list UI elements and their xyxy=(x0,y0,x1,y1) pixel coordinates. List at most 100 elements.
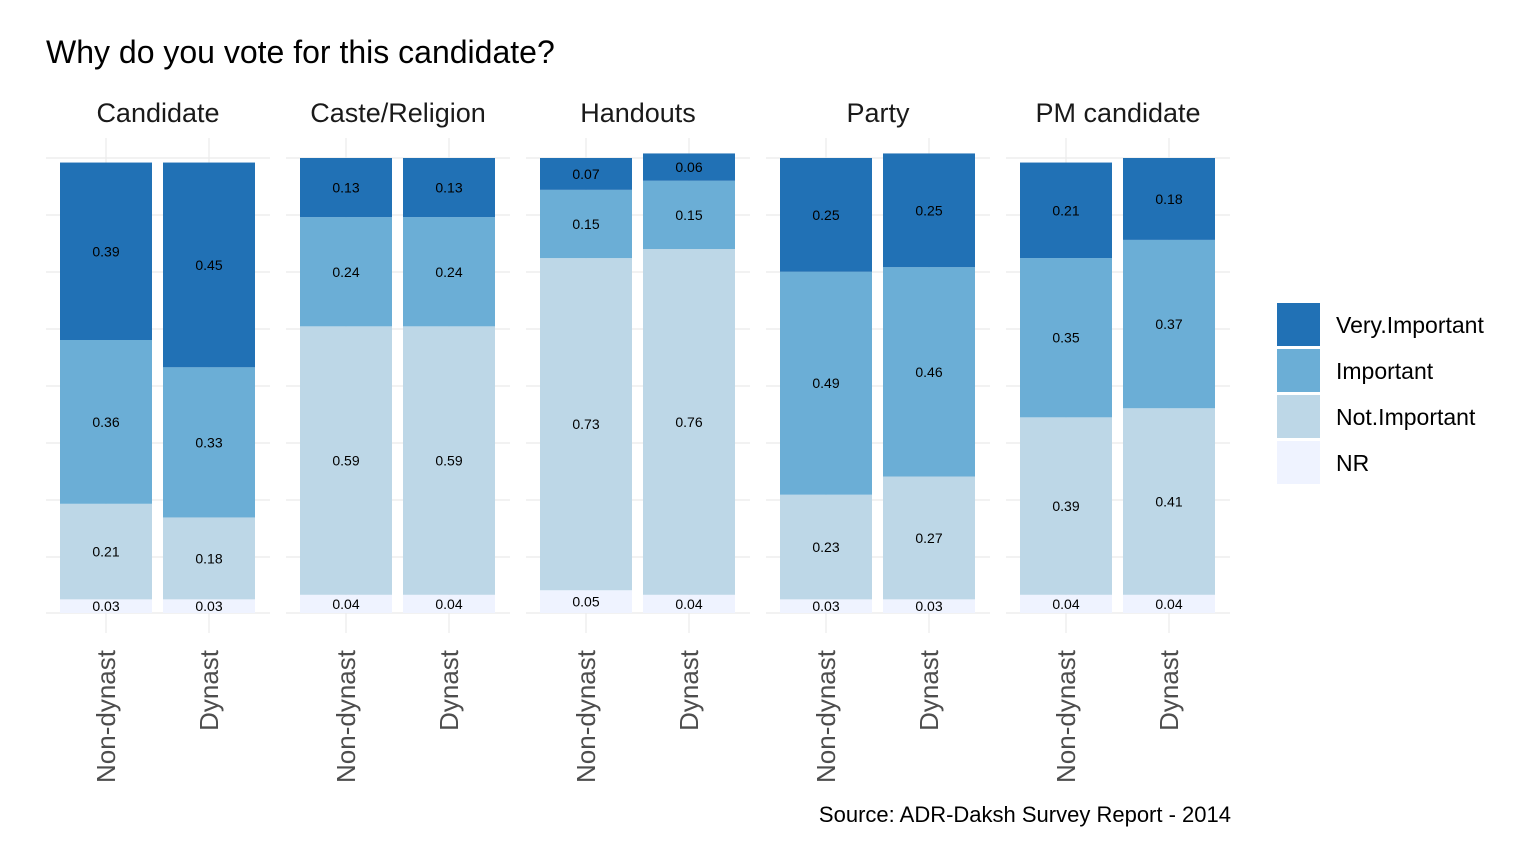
facet-label: Candidate xyxy=(96,98,219,128)
legend: Very.Important Important Not.Important NR xyxy=(1277,303,1484,484)
x-tick-label: Non-dynast xyxy=(571,649,601,783)
x-tick-label: Non-dynast xyxy=(331,649,361,783)
legend-item-important: Important xyxy=(1277,349,1434,392)
legend-item-nr: NR xyxy=(1277,441,1369,484)
legend-label: Very.Important xyxy=(1336,312,1484,338)
data-label: 0.06 xyxy=(675,159,702,175)
legend-label: Not.Important xyxy=(1336,404,1476,430)
bar-segment-not-important xyxy=(1020,417,1112,595)
facet-panel-candidate: Candidate 0.03 0.21 0.36 0.39 Non-dynast 0.03 0… xyxy=(46,98,270,783)
bar-segment-important xyxy=(780,271,872,495)
legend-item-not-important: Not.Important xyxy=(1277,395,1476,438)
data-label: 0.25 xyxy=(915,202,942,218)
facet-label: Handouts xyxy=(580,98,696,128)
x-tick-label: Non-dynast xyxy=(91,649,121,783)
facet-panel-handouts: Handouts 0.05 0.73 0.15 0.07 Non-dynast 0.04 0.… xyxy=(526,98,750,783)
bar-segment-very-important xyxy=(300,158,392,218)
data-label: 0.37 xyxy=(1155,316,1182,332)
bar-segment-important xyxy=(1020,258,1112,418)
bar-segment-important xyxy=(403,217,495,327)
facet-label: Party xyxy=(846,98,910,128)
bar-segment-not-important xyxy=(403,326,495,595)
chart-title: Why do you vote for this candidate? xyxy=(46,34,555,70)
bar-segment-nr xyxy=(300,594,392,613)
data-label: 0.13 xyxy=(435,180,462,196)
bar-segment-very-important xyxy=(1020,162,1112,259)
bar-segment-important xyxy=(883,267,975,477)
bar-segment-nr xyxy=(60,599,152,613)
bar-segment-nr xyxy=(403,594,495,613)
facet-panel-pm-candidate: PM candidate 0.04 0.39 0.35 0.21 Non-dynast 0.… xyxy=(1006,98,1230,783)
bar-segment-very-important xyxy=(883,153,975,268)
data-label: 0.49 xyxy=(812,375,839,391)
data-label: 0.03 xyxy=(92,598,119,614)
bar-segment-nr xyxy=(643,594,735,613)
data-label: 0.35 xyxy=(1052,330,1079,346)
legend-item-very-important: Very.Important xyxy=(1277,303,1484,346)
data-label: 0.03 xyxy=(915,598,942,614)
data-label: 0.73 xyxy=(572,416,599,432)
bar-segment-not-important xyxy=(300,326,392,595)
data-label: 0.18 xyxy=(1155,191,1182,207)
data-label: 0.59 xyxy=(332,453,359,469)
bar-segment-important xyxy=(163,367,255,518)
data-label: 0.04 xyxy=(435,596,462,612)
x-tick-label: Dynast xyxy=(674,649,704,731)
data-label: 0.46 xyxy=(915,364,942,380)
data-label: 0.15 xyxy=(675,207,702,223)
bar-segment-not-important xyxy=(780,494,872,600)
data-label: 0.27 xyxy=(915,530,942,546)
facet-panels: Candidate 0.03 0.21 0.36 0.39 Non-dynast 0.03 0… xyxy=(46,98,1230,783)
bar-segment-important xyxy=(1123,239,1215,409)
data-label: 0.18 xyxy=(195,550,222,566)
data-label: 0.59 xyxy=(435,453,462,469)
legend-swatch xyxy=(1277,395,1320,438)
x-tick-label: Dynast xyxy=(434,649,464,731)
bar-segment-nr xyxy=(540,590,632,613)
bar-segment-important xyxy=(300,217,392,327)
bar-segment-very-important xyxy=(780,158,872,272)
facet-label: PM candidate xyxy=(1035,98,1200,128)
bar-segment-very-important xyxy=(643,153,735,181)
legend-label: Important xyxy=(1336,358,1434,384)
bar-segment-not-important xyxy=(540,258,632,591)
bar-segment-important xyxy=(540,189,632,259)
legend-swatch xyxy=(1277,349,1320,392)
data-label: 0.76 xyxy=(675,414,702,430)
bar-segment-nr xyxy=(883,599,975,613)
data-label: 0.04 xyxy=(1052,596,1079,612)
facet-panel-party: Party 0.03 0.23 0.49 0.25 Non-dynast 0.03 0.27 0… xyxy=(766,98,990,783)
data-label: 0.23 xyxy=(812,539,839,555)
data-label: 0.13 xyxy=(332,180,359,196)
bar-segment-nr xyxy=(163,599,255,613)
bar-segment-important xyxy=(60,340,152,504)
data-label: 0.03 xyxy=(195,598,222,614)
bar-segment-very-important xyxy=(1123,158,1215,240)
bar-segment-not-important xyxy=(1123,408,1215,595)
data-label: 0.45 xyxy=(195,257,222,273)
data-label: 0.21 xyxy=(92,544,119,560)
data-label: 0.04 xyxy=(1155,596,1182,612)
data-label: 0.03 xyxy=(812,598,839,614)
x-tick-label: Dynast xyxy=(1154,649,1184,731)
data-label: 0.05 xyxy=(572,594,599,610)
data-label: 0.07 xyxy=(572,166,599,182)
data-label: 0.04 xyxy=(675,596,702,612)
data-label: 0.25 xyxy=(812,207,839,223)
data-label: 0.24 xyxy=(435,264,462,280)
data-label: 0.15 xyxy=(572,216,599,232)
bar-segment-not-important xyxy=(643,249,735,595)
facet-label: Caste/Religion xyxy=(310,98,486,128)
bar-segment-very-important xyxy=(540,158,632,190)
facet-panel-caste-religion: Caste/Religion 0.04 0.59 0.24 0.13 Non-dynast… xyxy=(286,98,510,783)
bar-segment-not-important xyxy=(163,517,255,600)
x-tick-label: Dynast xyxy=(194,649,224,731)
data-label: 0.36 xyxy=(92,414,119,430)
x-tick-label: Non-dynast xyxy=(1051,649,1081,783)
data-label: 0.41 xyxy=(1155,494,1182,510)
data-label: 0.21 xyxy=(1052,202,1079,218)
data-label: 0.39 xyxy=(1052,498,1079,514)
x-tick-label: Dynast xyxy=(914,649,944,731)
bar-segment-not-important xyxy=(883,476,975,600)
